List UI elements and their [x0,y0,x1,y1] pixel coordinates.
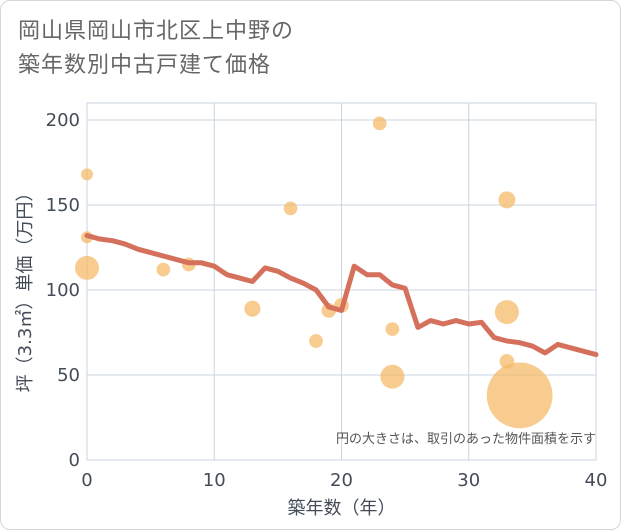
data-bubble [309,334,323,348]
y-tick-label: 50 [57,365,80,386]
y-axis-label: 坪（3.3㎡）単価（万円） [14,184,36,393]
y-tick-label: 150 [46,195,80,216]
y-tick-label: 200 [46,110,80,131]
data-bubble [498,191,516,209]
data-bubble [283,201,298,216]
x-tick-label: 10 [203,470,226,491]
x-tick-label: 0 [81,470,92,491]
x-tick-label: 40 [585,470,608,491]
data-bubble [81,168,93,181]
data-bubble [486,362,553,429]
data-bubble [380,364,405,389]
tick-labels: 0 50 100 150 200 0 10 20 30 40 [46,110,608,491]
data-bubble [244,300,261,317]
chart-title-line-2: 築年数別中古戸建て価格 [18,53,272,78]
data-bubble [385,322,400,336]
y-tick-label: 0 [69,450,80,471]
series-layer [84,233,599,358]
data-bubble [156,262,171,277]
bubble-layer [75,116,553,429]
chart-title: 岡山県岡山市北区上中野の 築年数別中古戸建て価格 [18,15,294,83]
data-bubble [372,116,387,131]
series-line [84,233,599,358]
x-axis-label: 築年数（年） [288,498,396,519]
chart-title-line-1: 岡山県岡山市北区上中野の [18,19,295,44]
y-tick-label: 100 [46,280,80,301]
bubble-size-note: 円の大きさは、取引のあった物件面積を示す [336,432,596,447]
data-bubble [75,255,99,280]
x-tick-label: 30 [457,470,480,491]
x-tick-label: 20 [330,470,353,491]
data-bubble [494,300,519,325]
